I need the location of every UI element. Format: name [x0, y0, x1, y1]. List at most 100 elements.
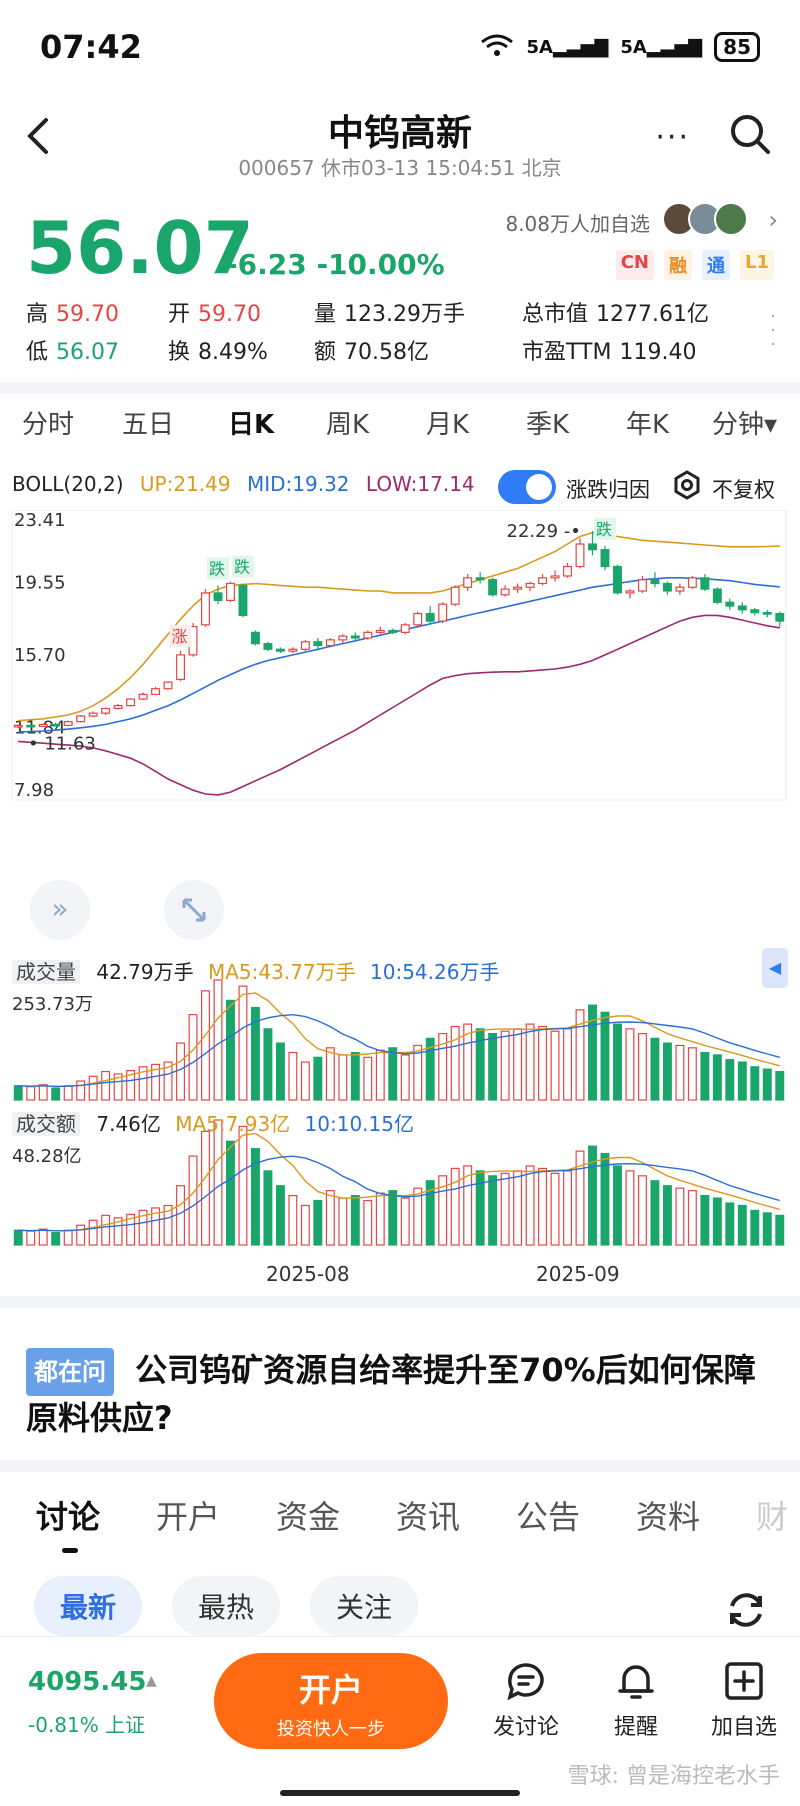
volume-bar: [176, 1042, 186, 1101]
amount-ma10-line: [18, 1155, 780, 1232]
tab-monthly-k[interactable]: 月K: [426, 410, 470, 440]
bell-icon: [618, 1665, 654, 1699]
stock-tags: CN 融 通 L1: [615, 250, 774, 280]
chip-latest[interactable]: 最新: [34, 1576, 143, 1636]
amount-bar: [612, 1165, 622, 1246]
tab-intraday[interactable]: 分时: [22, 410, 75, 440]
tab-discussion[interactable]: 讨论: [36, 1498, 101, 1536]
candle-body: [662, 582, 672, 592]
candle-body: [213, 592, 223, 602]
tag-connect: 通: [702, 250, 730, 280]
volume-bar: [263, 1028, 273, 1101]
amount-bar: [325, 1190, 335, 1246]
boll-indicator[interactable]: BOLL(20,2) UP:21.49 MID:19.32 LOW:17.14: [12, 472, 475, 496]
refresh-icon[interactable]: [724, 1588, 768, 1636]
post-button[interactable]: 发讨论: [476, 1659, 576, 1741]
amount-bar: [513, 1170, 523, 1246]
tab-profile[interactable]: 资料: [636, 1498, 701, 1536]
collapse-panel-icon[interactable]: ◀: [762, 948, 788, 988]
home-indicator[interactable]: [280, 1790, 520, 1796]
amount-bar: [425, 1180, 435, 1246]
divider: [0, 1296, 800, 1308]
amount-bar: [225, 1140, 235, 1246]
watcher-avatars[interactable]: [662, 202, 748, 236]
amount-bar: [737, 1204, 747, 1246]
chevron-right-icon[interactable]: ›: [768, 206, 778, 234]
candle-body: [300, 641, 310, 650]
question-banner[interactable]: 都在问 公司钨矿资源自给率提升至70%后如何保障原料供应?: [0, 1310, 800, 1460]
volume-bar: [662, 1042, 672, 1101]
amount-bar: [76, 1224, 86, 1246]
volume-bar: [637, 1032, 647, 1101]
more-stats-icon[interactable]: · · ·: [770, 306, 776, 355]
volume-bar: [425, 1037, 435, 1101]
chip-hottest[interactable]: 最热: [172, 1576, 281, 1636]
candle-body: [575, 543, 585, 568]
amount-bar: [712, 1197, 722, 1246]
index-change[interactable]: -0.81% 上证: [28, 1713, 146, 1737]
candle-body: [463, 577, 473, 588]
amount-label: 额: [314, 340, 337, 365]
volume-bar: [325, 1047, 335, 1101]
status-icons: 5A▂▃▅▇ 5A▂▃▅▇ 85: [480, 32, 760, 62]
candle-body: [151, 688, 161, 695]
volume-bar: [300, 1061, 310, 1101]
candle-body: [650, 579, 660, 585]
alert-button[interactable]: 提醒: [586, 1659, 686, 1741]
open-account-button[interactable]: 开户 投资快人一步: [214, 1653, 448, 1749]
adjust-label[interactable]: 不复权: [712, 478, 775, 502]
amount-bar: [750, 1209, 760, 1246]
candle-body: [475, 577, 485, 581]
amount-ma5: MA5:7.93亿: [175, 1112, 291, 1136]
search-icon[interactable]: [728, 112, 772, 160]
candle-body: [513, 586, 523, 590]
wifi-icon: [480, 33, 514, 62]
question-title: 公司钨矿资源自给率提升至70%后如何保障原料供应?: [26, 1351, 756, 1437]
tab-funds[interactable]: 资金: [276, 1498, 341, 1536]
tab-announcements[interactable]: 公告: [516, 1498, 581, 1536]
volume-bar: [413, 1044, 423, 1101]
watchers-count[interactable]: 8.08万人加自选: [505, 212, 650, 236]
more-icon[interactable]: ···: [655, 120, 690, 155]
tab-yearly-k[interactable]: 年K: [626, 410, 670, 440]
candle-body: [450, 586, 460, 605]
amount-bar: [600, 1152, 610, 1246]
y-tick-label: 19.55: [14, 573, 66, 594]
volume-bar: [225, 999, 235, 1101]
volume-bar: [450, 1025, 460, 1101]
volume-label: 量: [314, 302, 337, 327]
tab-open-account[interactable]: 开户: [156, 1498, 221, 1536]
tab-weekly-k[interactable]: 周K: [326, 410, 370, 440]
volume-bar: [700, 1051, 710, 1101]
pe-value: 119.40: [619, 340, 697, 365]
amount-bar: [762, 1212, 772, 1246]
tab-daily-k[interactable]: 日K: [228, 410, 275, 440]
volume-bar: [463, 1023, 473, 1101]
back-icon[interactable]: [26, 116, 50, 167]
candle-body: [625, 590, 635, 594]
amount-bar: [375, 1192, 385, 1246]
amount-bar: [138, 1209, 148, 1246]
tab-five-day[interactable]: 五日: [122, 410, 175, 440]
fullscreen-icon[interactable]: [164, 880, 224, 940]
attribution-toggle[interactable]: [498, 470, 556, 504]
volume-value: 123.29万手: [344, 302, 465, 327]
expand-left-icon[interactable]: »: [30, 880, 90, 940]
index-value[interactable]: 4095.45: [28, 1667, 147, 1697]
tab-minute[interactable]: 分钟▾: [712, 410, 778, 440]
tab-financials[interactable]: 财: [756, 1498, 789, 1536]
tab-quarterly-k[interactable]: 季K: [526, 410, 570, 440]
chip-following[interactable]: 关注: [310, 1576, 419, 1636]
amount-bar: [101, 1214, 111, 1246]
tab-news[interactable]: 资讯: [396, 1498, 461, 1536]
kline-chart[interactable]: 23.41 19.55 15.70 11.84 7.98 22.29 -• • 11.63 涨…: [0, 510, 800, 1310]
volume-bar: [375, 1049, 385, 1101]
volume-bar: [113, 1073, 123, 1101]
candle-body: [712, 588, 722, 603]
amount-bar: [238, 1125, 248, 1246]
volume-bar: [101, 1070, 111, 1101]
add-watch-button[interactable]: 加自选: [694, 1659, 794, 1741]
amount-bar: [463, 1165, 473, 1246]
gear-icon[interactable]: [672, 470, 702, 504]
volume-bar: [163, 1061, 173, 1101]
